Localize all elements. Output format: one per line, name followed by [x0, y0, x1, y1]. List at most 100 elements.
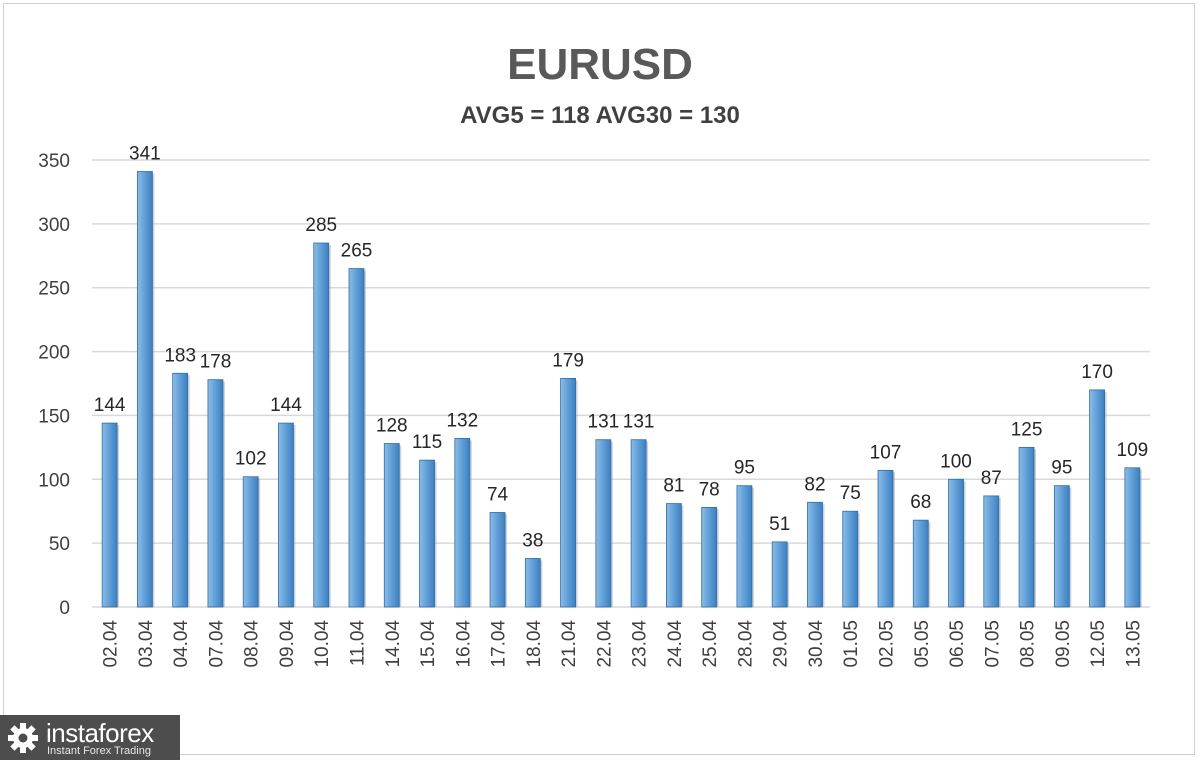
x-tick-label: 22.04 — [594, 620, 615, 668]
x-tick-label: 13.05 — [1123, 620, 1144, 668]
x-tick-label: 01.05 — [841, 620, 862, 668]
data-label: 87 — [981, 468, 1002, 489]
x-tick-label: 12.05 — [1088, 620, 1109, 668]
y-tick-label: 150 — [38, 406, 70, 427]
data-label: 132 — [446, 410, 478, 431]
chart-frame: EURUSD AVG5 = 118 AVG30 = 130 — [3, 3, 1195, 755]
bar — [524, 558, 541, 608]
data-label: 107 — [870, 442, 902, 463]
y-tick-label: 100 — [38, 470, 70, 491]
x-tick-label: 28.04 — [735, 620, 756, 668]
y-tick-label: 50 — [49, 534, 70, 555]
data-label: 109 — [1117, 440, 1149, 461]
bar — [666, 503, 682, 608]
data-label: 144 — [94, 395, 126, 416]
data-label: 82 — [804, 474, 825, 495]
bar — [313, 242, 330, 608]
data-label: 81 — [663, 476, 684, 497]
x-tick-label: 24.04 — [665, 620, 686, 668]
bar — [1018, 446, 1035, 608]
x-tick-label: 07.05 — [982, 620, 1003, 668]
x-tick-label: 14.04 — [383, 620, 404, 668]
data-label: 131 — [623, 412, 655, 433]
x-tick-label: 05.05 — [912, 620, 933, 668]
bar — [1053, 485, 1070, 608]
x-tick-label: 02.05 — [877, 620, 898, 668]
data-label: 102 — [235, 449, 267, 470]
bar — [736, 485, 753, 608]
data-label: 51 — [769, 514, 790, 535]
bar — [278, 422, 294, 608]
data-label: 68 — [910, 492, 931, 513]
data-label: 183 — [164, 345, 196, 366]
bar — [1089, 389, 1105, 608]
data-label: 170 — [1081, 362, 1113, 383]
x-tick-label: 08.05 — [1018, 620, 1039, 668]
data-label: 125 — [1011, 419, 1043, 440]
data-label: 115 — [412, 432, 442, 453]
x-tick-label: 07.04 — [206, 620, 227, 668]
x-tick-label: 15.04 — [418, 620, 439, 668]
data-label: 265 — [341, 241, 373, 262]
bar — [630, 439, 647, 608]
y-tick-label: 300 — [38, 215, 70, 236]
logo-name: instaforex — [46, 718, 154, 748]
bar — [242, 476, 259, 608]
x-tick-label: 25.04 — [700, 620, 721, 668]
bar — [701, 506, 718, 608]
bar — [912, 519, 929, 608]
bar — [877, 469, 894, 608]
gear-icon — [8, 723, 38, 753]
data-label: 128 — [376, 416, 408, 437]
bar — [948, 478, 964, 608]
bar — [172, 372, 189, 608]
x-tick-label: 11.04 — [348, 620, 369, 667]
x-tick-label: 08.04 — [242, 620, 263, 668]
bar — [842, 510, 859, 608]
bar — [136, 171, 153, 608]
bar — [1124, 467, 1141, 608]
data-label: 95 — [734, 458, 755, 479]
x-tick-label: 09.05 — [1053, 620, 1074, 668]
x-tick-label: 16.04 — [453, 620, 474, 668]
chart-subtitle: AVG5 = 118 AVG30 = 130 — [460, 102, 740, 129]
data-label: 78 — [699, 479, 720, 500]
data-label: 75 — [840, 483, 861, 504]
data-label: 341 — [129, 143, 161, 164]
x-tick-label: 10.04 — [312, 620, 333, 668]
data-label: 131 — [588, 412, 620, 433]
bar — [595, 439, 612, 608]
data-label: 38 — [522, 530, 543, 551]
data-label: 144 — [270, 395, 302, 416]
data-label: 179 — [552, 350, 584, 371]
instaforex-logo: instaforex Instant Forex Trading — [0, 715, 180, 760]
y-tick-label: 200 — [38, 343, 70, 364]
x-tick-label: 04.04 — [171, 620, 192, 668]
bar — [807, 501, 823, 608]
x-tick-label: 29.04 — [771, 620, 792, 668]
bar — [771, 541, 788, 608]
logo-tagline: Instant Forex Trading — [47, 745, 151, 757]
y-tick-label: 250 — [38, 279, 70, 300]
x-tick-label: 21.04 — [559, 620, 580, 668]
bar — [207, 379, 224, 608]
bar — [489, 512, 506, 608]
bar — [101, 422, 118, 608]
x-tick-label: 09.04 — [277, 620, 298, 668]
x-tick-label: 18.04 — [524, 620, 545, 668]
bar — [983, 495, 1000, 608]
bar — [383, 443, 400, 608]
data-label: 95 — [1051, 458, 1072, 479]
x-tick-label: 02.04 — [101, 620, 122, 668]
x-tick-label: 23.04 — [630, 620, 651, 668]
bar — [348, 268, 365, 608]
data-label: 100 — [940, 451, 972, 472]
x-tick-label: 30.04 — [806, 620, 827, 668]
bar — [454, 438, 471, 608]
y-tick-label: 350 — [38, 151, 70, 172]
y-tick-label: 0 — [59, 598, 70, 619]
bar — [560, 377, 576, 608]
bar — [419, 459, 435, 608]
chart-title: EURUSD — [507, 40, 693, 89]
